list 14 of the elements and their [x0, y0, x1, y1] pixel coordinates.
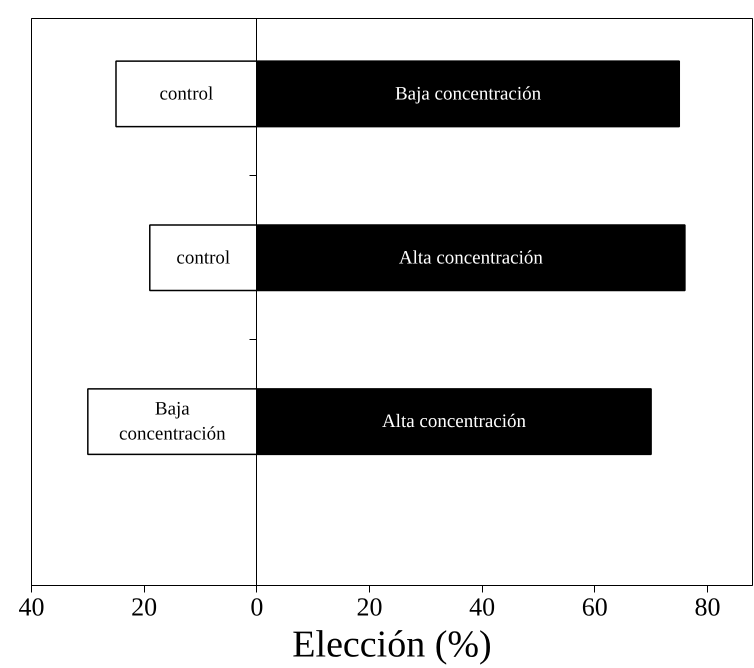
data-label: Baja concentración — [394, 83, 542, 104]
x-tick-label: 20 — [356, 592, 382, 622]
x-tick-label: 20 — [131, 592, 158, 622]
data-label: control — [159, 83, 214, 104]
x-tick-label: 40 — [18, 592, 44, 622]
data-label: Alta concentración — [382, 411, 526, 432]
x-axis-title: Elección (%) — [292, 624, 492, 666]
data-label: control — [176, 247, 230, 268]
data-label: Alta concentración — [398, 247, 544, 268]
data-label: Baja concentración — [119, 398, 226, 445]
x-tick-label: 40 — [469, 592, 496, 622]
x-tick-label: 80 — [694, 592, 720, 622]
x-tick-label: 60 — [582, 592, 608, 622]
x-tick-label: 0 — [250, 592, 264, 622]
